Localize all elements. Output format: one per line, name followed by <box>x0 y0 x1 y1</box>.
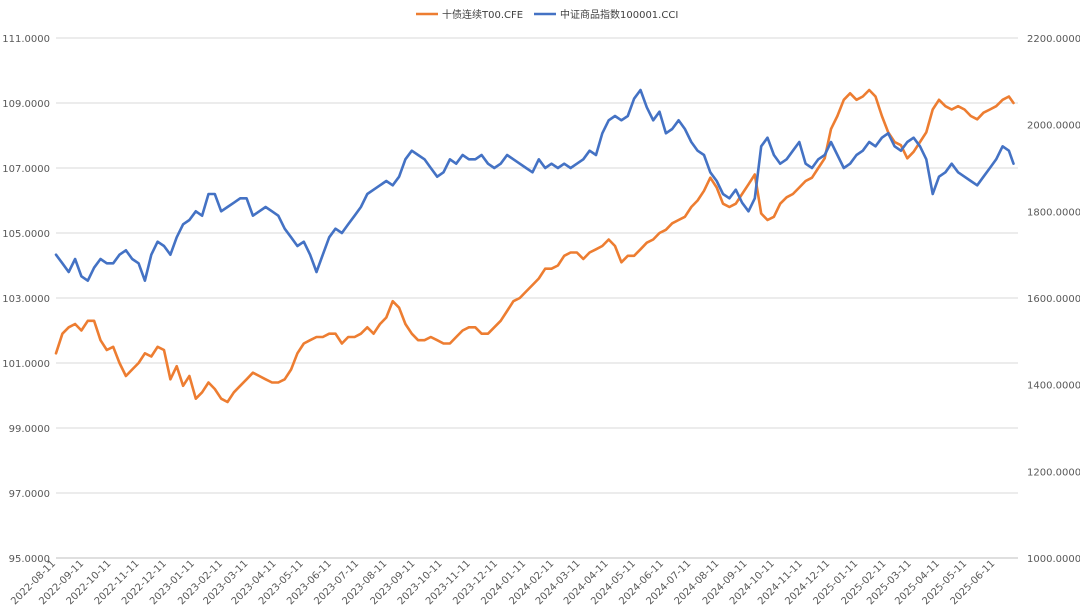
y-right-tick-label: 1200.0000 <box>1027 467 1080 478</box>
legend-item-series-0: 十债连续T00.CFE <box>416 8 523 21</box>
y-left-tick-label: 101.0000 <box>2 359 50 370</box>
x-axis: 2022-08-112022-09-112022-10-112022-11-11… <box>9 557 1018 607</box>
y-right-tick-label: 1600.0000 <box>1027 294 1080 305</box>
y-right-tick-label: 2000.0000 <box>1027 121 1080 132</box>
y-right-tick-label: 2200.0000 <box>1027 34 1080 45</box>
legend: 十债连续T00.CFE 中证商品指数100001.CCI <box>416 8 678 21</box>
legend-label-1: 中证商品指数100001.CCI <box>560 8 678 21</box>
y-right-tick-label: 1400.0000 <box>1027 381 1080 392</box>
y-right-tick-label: 1000.0000 <box>1027 554 1080 565</box>
y-left-tick-label: 107.0000 <box>2 164 50 175</box>
y-left-tick-label: 103.0000 <box>2 294 50 305</box>
y-left-tick-label: 95.0000 <box>9 554 50 565</box>
y-left-tick-label: 111.0000 <box>2 34 50 45</box>
y-left-tick-label: 99.0000 <box>9 424 50 435</box>
right-axis: 1000.0000 1200.0000 1400.0000 1600.0000 1800… <box>1027 34 1080 565</box>
y-left-tick-label: 109.0000 <box>2 99 50 110</box>
y-left-tick-label: 97.0000 <box>9 489 50 500</box>
series-line-0 <box>54 88 1015 404</box>
grid-layer <box>56 37 1018 559</box>
legend-label-0: 十债连续T00.CFE <box>442 8 523 21</box>
legend-item-series-1: 中证商品指数100001.CCI <box>534 8 678 21</box>
y-right-tick-label: 1800.0000 <box>1027 207 1080 218</box>
y-left-tick-label: 105.0000 <box>2 229 50 240</box>
series-layer <box>54 88 1015 404</box>
left-axis: 95.0000 97.0000 99.0000 101.0000 103.0000 105… <box>2 34 50 565</box>
series-line-1 <box>54 88 1015 282</box>
